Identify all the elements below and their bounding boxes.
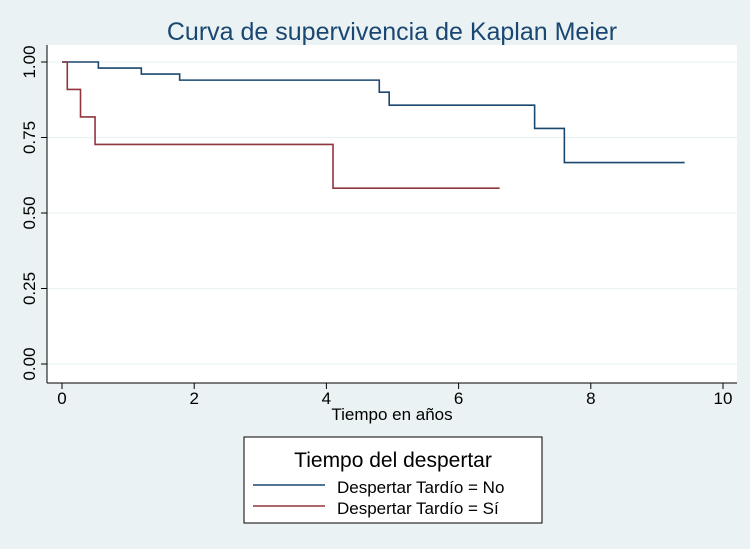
y-tick-label: 1.00 bbox=[20, 45, 39, 78]
grid-lines bbox=[47, 61, 737, 365]
tick-labels: 0.00 0.25 0.50 0.75 1.00 0 2 4 6 8 10 bbox=[20, 45, 732, 408]
y-tick-label: 0.75 bbox=[20, 121, 39, 154]
survival-curve-si bbox=[62, 61, 500, 190]
y-tick-label: 0.00 bbox=[20, 347, 39, 380]
y-tick-label: 0.25 bbox=[20, 272, 39, 305]
legend-box bbox=[243, 436, 543, 524]
x-tick-label: 4 bbox=[322, 389, 331, 408]
legend-label-no: Despertar Tardío = No bbox=[337, 478, 504, 497]
axes bbox=[46, 45, 737, 384]
survival-curve-no bbox=[62, 61, 685, 164]
x-tick-label: 8 bbox=[586, 389, 595, 408]
chart-title: Curva de supervivencia de Kaplan Meier bbox=[167, 18, 617, 46]
legend-label-si: Despertar Tardío = Sí bbox=[337, 499, 499, 518]
x-tick-label: 10 bbox=[714, 389, 733, 408]
plot-area bbox=[47, 45, 737, 383]
x-tick-label: 2 bbox=[189, 389, 198, 408]
legend-title: Tiempo del despertar bbox=[294, 449, 492, 472]
x-tick-label: 6 bbox=[454, 389, 463, 408]
y-tick-label: 0.50 bbox=[20, 196, 39, 229]
series-lines bbox=[62, 61, 685, 190]
x-tick-label: 0 bbox=[57, 389, 66, 408]
legend: Tiempo del despertar Despertar Tardío = … bbox=[243, 436, 543, 524]
x-axis-title: Tiempo en años bbox=[331, 405, 452, 424]
